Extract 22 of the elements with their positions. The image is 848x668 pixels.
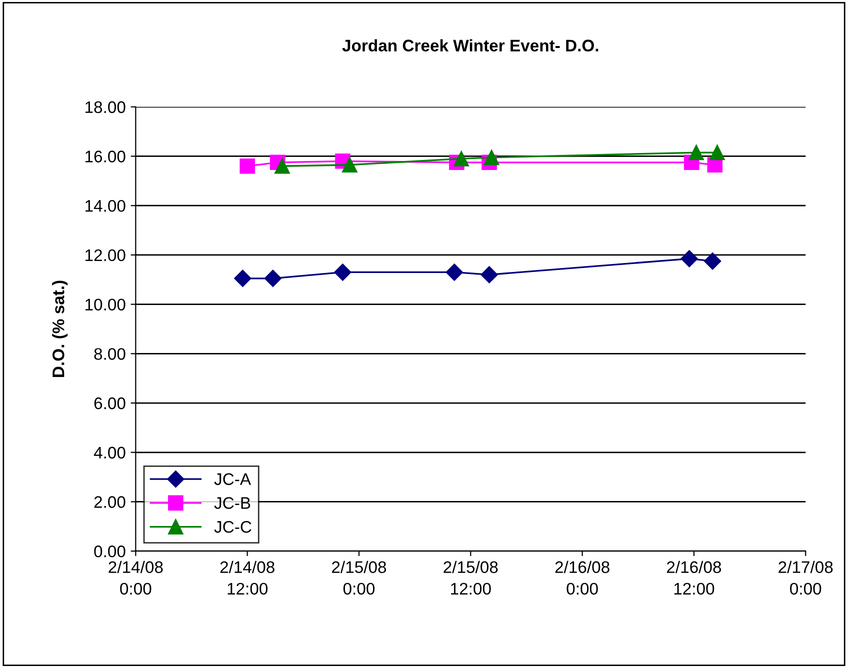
y-tick-label: 14.00 — [86, 200, 126, 212]
y-tick-label: 0.00 — [94, 546, 126, 558]
x-tick-label: 2/17/08 0:00 — [778, 560, 833, 595]
x-tick-label: 2/16/08 0:00 — [555, 560, 610, 595]
legend-label: JC-B — [214, 497, 250, 509]
x-tick-label: 2/16/08 12:00 — [666, 560, 722, 595]
chart-title: Jordan Creek Winter Event- D.O. — [342, 39, 598, 52]
y-tick-label: 8.00 — [94, 348, 126, 360]
x-tick-label: 2/14/08 0:00 — [108, 560, 163, 595]
y-tick-label: 18.00 — [86, 101, 126, 114]
y-axis-title: D.O. (% sat.) — [52, 280, 68, 377]
y-tick-label: 10.00 — [86, 298, 126, 311]
x-tick-label: 2/15/08 12:00 — [444, 560, 498, 595]
y-tick-label: 4.00 — [94, 446, 126, 459]
x-tick-label: 2/14/08 12:00 — [220, 560, 274, 595]
y-tick-label: 2.00 — [94, 496, 126, 508]
legend-label: JC-A — [214, 473, 252, 486]
y-tick-label: 6.00 — [94, 397, 126, 410]
y-tick-label: 12.00 — [86, 249, 126, 262]
y-tick-label: 16.00 — [86, 150, 126, 162]
x-tick-label: 2/15/08 0:00 — [332, 560, 386, 595]
legend-label: JC-C — [214, 521, 252, 533]
